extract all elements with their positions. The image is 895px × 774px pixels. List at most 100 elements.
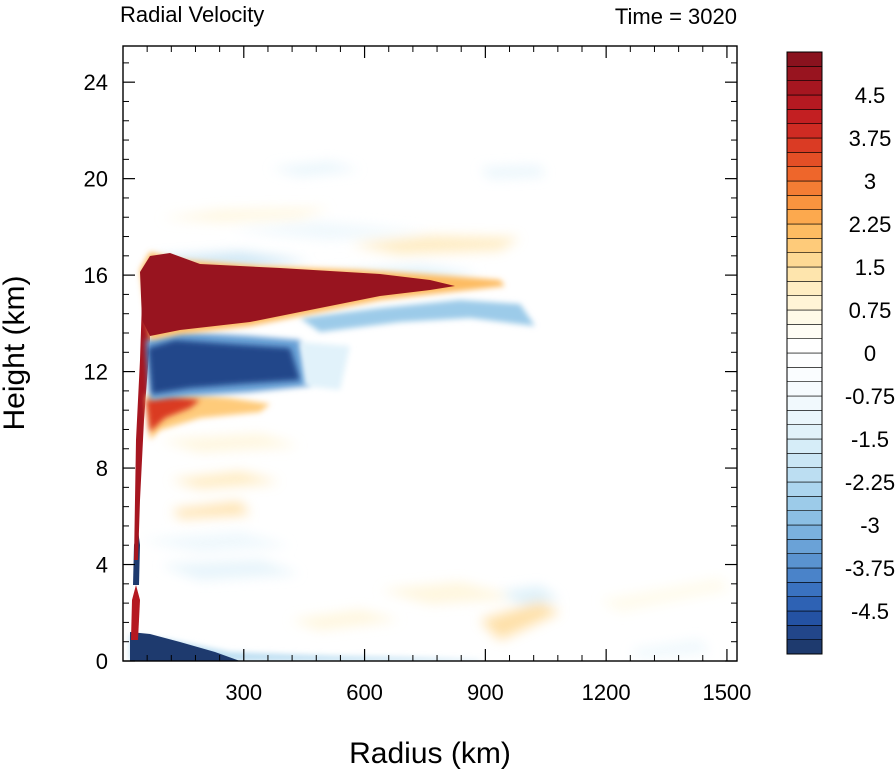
colorbar-cell [786, 66, 823, 81]
y-tick-label: 24 [84, 70, 108, 95]
y-tick-label: 12 [84, 360, 108, 385]
colorbar-cell [786, 610, 823, 626]
colorbar-cell [786, 352, 823, 368]
feature-low-blue-1 [140, 532, 290, 552]
colorbar-cell [786, 625, 823, 640]
colorbar-label: 1.5 [855, 255, 886, 280]
colorbar-cell [786, 295, 823, 311]
colorbar-cell [786, 381, 823, 397]
colorbar-label: 2.25 [849, 212, 892, 237]
x-axis-label: Radius (km) [349, 737, 511, 770]
boundary-layer-inflow [130, 632, 480, 661]
colorbar-cells [786, 51, 823, 655]
x-tick-label: 1200 [582, 680, 631, 705]
y-tick-label: 20 [84, 167, 108, 192]
y-axis-label: Height (km) [0, 275, 31, 430]
colorbar-cell [786, 567, 823, 583]
colorbar-label: -1.5 [851, 427, 889, 452]
colorbar-cell [786, 180, 823, 196]
colorbar-label: 4.5 [855, 83, 886, 108]
feature-inflow-light-edge [300, 342, 350, 390]
feature-low-orange-4 [380, 582, 520, 604]
colorbar-cell [786, 123, 823, 139]
colorbar-labels: 4.5 3.75 3 2.25 1.5 0.75 0 -0.75 -1.5 -2.25 -3 -3.7… [845, 83, 895, 624]
colorbar-label: 0.75 [849, 298, 892, 323]
colorbar-label: 3.75 [849, 126, 892, 151]
colorbar-label: -2.25 [845, 470, 895, 495]
colorbar-cell [786, 467, 823, 483]
colorbar-cell [786, 324, 823, 339]
colorbar-cell [786, 309, 823, 325]
feature-low-orange-3 [172, 502, 250, 518]
feature-low-orange-5 [480, 602, 560, 640]
upper-outflow-jet [140, 252, 535, 340]
colorbar-cell [786, 367, 823, 382]
colorbar-label: -3 [860, 513, 880, 538]
colorbar-label: 3 [864, 169, 876, 194]
feature-upper-blue-streak-3 [230, 222, 430, 240]
colorbar-cell [786, 281, 823, 296]
feature-low-orange-1 [160, 434, 300, 452]
colorbar-cell [786, 496, 823, 511]
colorbar-label: -3.75 [845, 556, 895, 581]
colorbar-cell [786, 152, 823, 167]
feature-upper-orange-streak [160, 208, 330, 222]
colorbar-cell [786, 453, 823, 468]
colorbar-cell [786, 209, 823, 225]
colorbar-cell [786, 252, 823, 268]
colorbar-cell [786, 94, 823, 110]
y-tick-label: 0 [96, 649, 108, 674]
feature-low-orange-2 [170, 472, 280, 488]
axis-ticks [123, 46, 737, 662]
colorbar-cell [786, 582, 823, 597]
colorbar-cell [786, 223, 823, 239]
plot-area: 300 600 900 1200 1500 0 4 8 12 16 20 24 [84, 45, 751, 705]
colorbar-cell [786, 195, 823, 210]
feature-outflow-light-blue [300, 300, 535, 332]
colorbar-label: -0.75 [845, 384, 895, 409]
feature-outflow-core [140, 253, 455, 336]
colorbar-cell [786, 137, 823, 153]
colorbar-frame [786, 51, 823, 655]
y-tick-label: 4 [96, 553, 108, 578]
colorbar-label: 0 [864, 341, 876, 366]
feature-red-band-10km [146, 396, 200, 432]
x-tick-label: 900 [467, 680, 504, 705]
colorbar-cell [786, 639, 823, 655]
feature-low-orange-7 [290, 610, 400, 630]
feature-eyewall-red-column [134, 290, 150, 560]
feature-eyewall-low-red [131, 585, 140, 640]
colorbar-cell [786, 510, 823, 526]
colorbar-label: -4.5 [851, 599, 889, 624]
lower-faint-features [140, 434, 730, 658]
feature-low-blue-3 [500, 586, 560, 604]
feature-inflow-core [148, 340, 300, 394]
colorbar-cell [786, 109, 823, 124]
feature-yellow-band-top [350, 236, 520, 254]
colorbar-cell [786, 395, 823, 411]
colorbar-cell [786, 424, 823, 440]
y-tick-label: 8 [96, 456, 108, 481]
colorbar-cell [786, 524, 823, 540]
colorbar-cell [786, 410, 823, 425]
chart-subtitle: Time = 3020 [615, 4, 737, 29]
colorbar-cell [786, 51, 823, 67]
velocity-field [130, 162, 730, 661]
colorbar-cell [786, 166, 823, 182]
colorbar-cell [786, 481, 823, 497]
x-tick-labels: 300 600 900 1200 1500 [225, 680, 751, 705]
y-tick-labels: 0 4 8 12 16 20 24 [84, 70, 108, 674]
x-tick-label: 1500 [702, 680, 751, 705]
chart-title: Radial Velocity [120, 2, 264, 27]
colorbar-cell [786, 596, 823, 612]
feature-surface-inflow-core [130, 632, 240, 661]
colorbar: 4.5 3.75 3 2.25 1.5 0.75 0 -0.75 -1.5 -2.25 -3 -3.7… [786, 51, 895, 655]
feature-low-blue-4 [630, 640, 710, 658]
colorbar-cell [786, 80, 823, 96]
eyewall-column [131, 290, 150, 640]
colorbar-cell [786, 539, 823, 554]
plot-frame [122, 45, 738, 662]
feature-low-blue-2 [160, 560, 300, 580]
feature-low-orange-6 [600, 578, 730, 612]
